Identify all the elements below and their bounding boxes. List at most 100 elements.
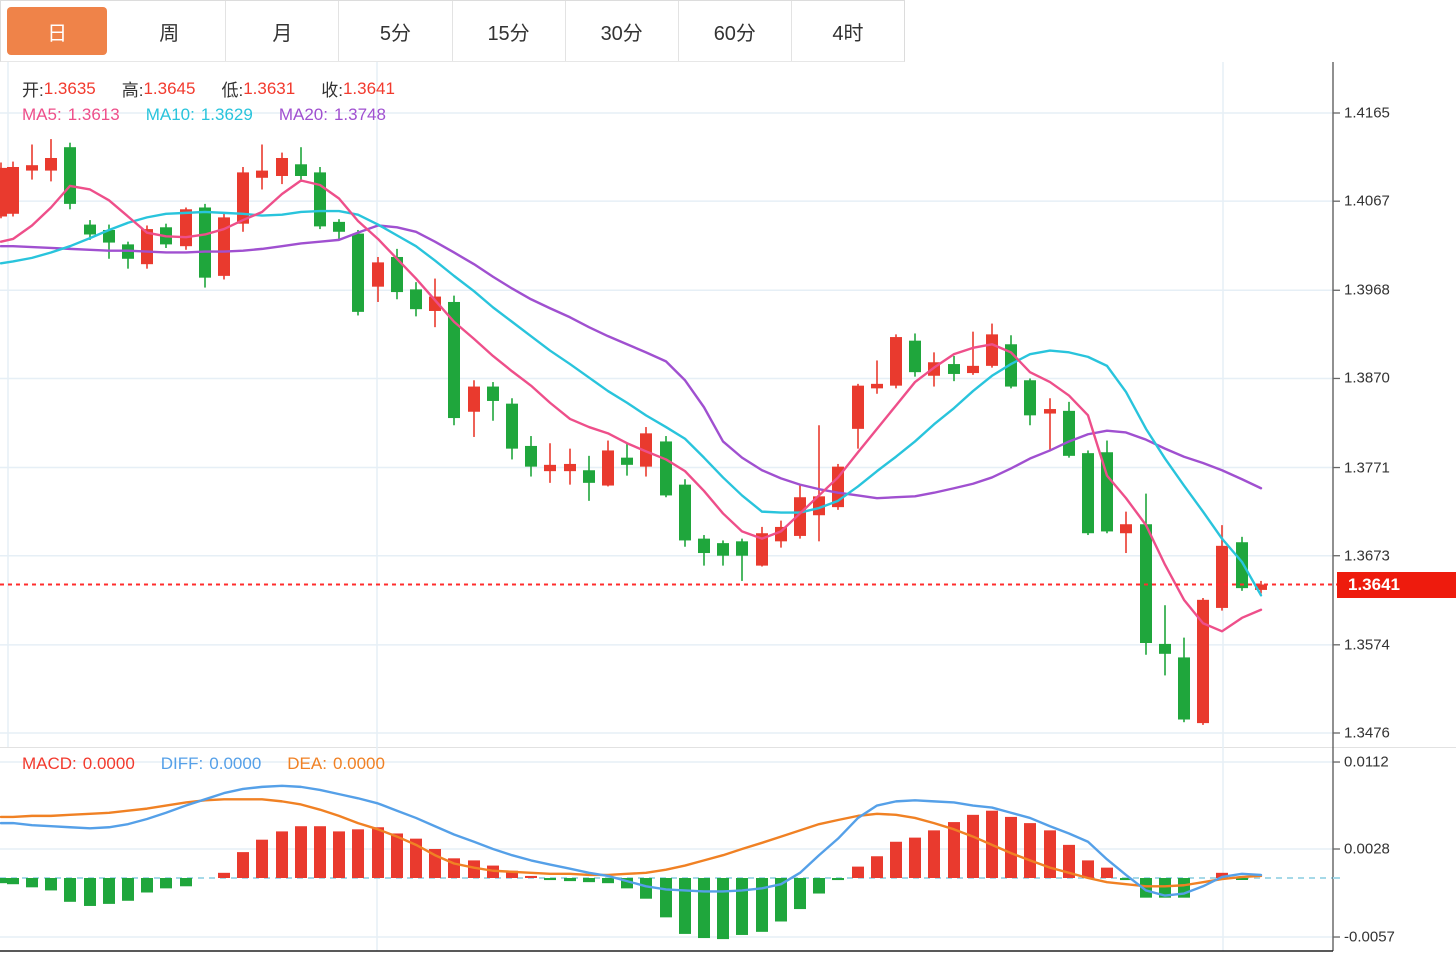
macd-bar	[256, 839, 268, 878]
candle-body	[448, 301, 460, 419]
open-label: 开:	[22, 81, 44, 100]
candle-body	[506, 403, 518, 449]
tab-active-pill: 日	[7, 7, 108, 55]
current-price-badge: 1.3641	[1337, 571, 1456, 598]
candle-body	[986, 334, 998, 366]
candle-body	[84, 224, 96, 235]
macd-bar	[583, 878, 595, 883]
diff-value: 0.0000	[209, 754, 262, 773]
ma10-line	[0, 209, 1263, 597]
candle-body	[909, 340, 921, 373]
macd-bar	[948, 822, 960, 878]
candle-body	[1044, 409, 1056, 414]
tab-5min[interactable]: 5分	[339, 1, 453, 61]
timeframe-tabbar: 日周月 5分 15分 30分 60分 4时	[0, 0, 905, 62]
candle-body	[1120, 524, 1132, 534]
macd-bar	[890, 841, 902, 878]
candle-body	[544, 464, 556, 472]
candle-body	[352, 233, 364, 312]
candlestick-chart[interactable]	[0, 62, 1456, 747]
candle-body	[698, 538, 710, 554]
macd-bar	[794, 878, 806, 910]
candle-body	[756, 533, 768, 566]
candle-body	[736, 541, 748, 556]
close-value: 1.3641	[342, 78, 395, 98]
macd-bar	[1140, 878, 1152, 898]
macd-bar	[928, 830, 940, 878]
macd-bar	[0, 878, 7, 884]
ma10-label: MA10:	[145, 105, 195, 124]
macd-bar	[160, 878, 172, 889]
tab-30min[interactable]: 30分	[566, 1, 679, 61]
candle-body	[218, 217, 230, 276]
candle-body	[333, 221, 345, 232]
candle-body	[1063, 410, 1075, 456]
macd-bar	[7, 878, 19, 885]
dea-line	[0, 798, 1263, 888]
macd-chart[interactable]	[0, 747, 1456, 958]
candle-body	[64, 147, 76, 204]
macd-bar	[410, 838, 422, 878]
open-value: 1.3635	[43, 78, 96, 98]
candle-body	[564, 463, 576, 472]
macd-legend: MACD: 0.0000 DIFF: 0.0000 DEA: 0.0000	[22, 754, 385, 774]
macd-bar	[775, 878, 787, 922]
price-tick-label: 1.3574	[1344, 636, 1390, 654]
macd-bar	[218, 872, 230, 878]
macd-bar	[122, 878, 134, 901]
candle-body	[314, 172, 326, 227]
candle-body	[237, 172, 249, 224]
high-label: 高:	[121, 81, 144, 100]
tab-month[interactable]: 月	[226, 1, 340, 61]
candle-body	[1236, 542, 1248, 589]
tab-week[interactable]: 周	[113, 1, 227, 61]
candle-body	[276, 157, 288, 176]
candle-body	[621, 457, 633, 465]
macd-bar	[84, 878, 96, 906]
ma5-label: MA5:	[22, 105, 62, 124]
candle-body	[660, 441, 672, 496]
candle-body	[45, 157, 57, 171]
ma5-line	[0, 179, 1263, 633]
candle-body	[813, 496, 825, 516]
macd-bar	[64, 878, 76, 902]
candle-body	[1082, 453, 1094, 534]
macd-bar	[1082, 860, 1094, 878]
macd-bar	[1236, 878, 1248, 880]
candle-body	[583, 470, 595, 483]
candle-body	[679, 484, 691, 541]
macd-bar	[26, 878, 38, 888]
macd-bar	[352, 829, 364, 878]
candle-body	[775, 526, 787, 542]
macd-bar	[871, 856, 883, 878]
macd-bar	[1063, 844, 1075, 878]
candle-body	[7, 166, 19, 214]
candle-body	[199, 207, 211, 278]
macd-bar	[468, 860, 480, 878]
macd-bar	[314, 826, 326, 878]
candle-body	[1178, 657, 1190, 720]
macd-bar	[103, 878, 115, 904]
tab-15min[interactable]: 15分	[453, 1, 566, 61]
macd-bar	[180, 878, 192, 887]
candle-body	[468, 386, 480, 412]
macd-bar	[141, 878, 153, 893]
macd-bar	[679, 878, 691, 934]
candle-body	[794, 497, 806, 536]
macd-bar	[1044, 830, 1056, 878]
tab-4hour[interactable]: 4时	[832, 22, 864, 45]
macd-bar	[506, 870, 518, 878]
candle-body	[391, 256, 403, 293]
ma10-value: 1.3629	[200, 105, 253, 124]
macd-bar	[544, 878, 556, 881]
high-value: 1.3645	[143, 78, 196, 98]
candle-body	[602, 450, 614, 486]
price-tick-label: 1.4067	[1344, 192, 1390, 210]
candle-body	[852, 385, 864, 429]
tab-day[interactable]: 日	[1, 1, 113, 61]
price-tick-label: 1.3968	[1344, 281, 1390, 299]
dea-value: 0.0000	[332, 754, 385, 773]
ohlc-legend: 开: 1.3635 高: 1.3645 低: 1.3631 收: 1.3641	[22, 76, 395, 101]
candle-body	[525, 445, 537, 467]
tab-60min[interactable]: 60分	[679, 1, 792, 61]
